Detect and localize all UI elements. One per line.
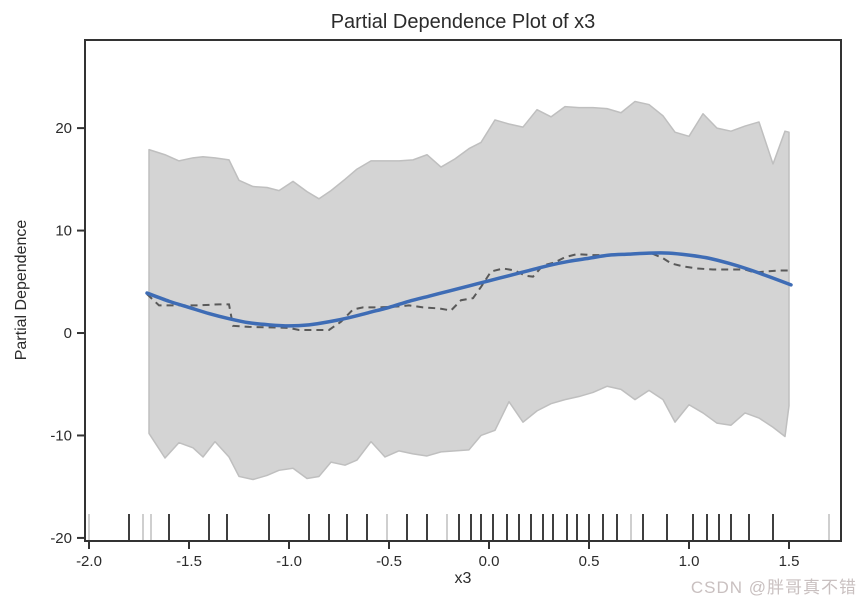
chart-title: Partial Dependence Plot of x3: [330, 11, 596, 33]
y-tick-label: -20: [50, 530, 72, 547]
x-tick-label: 1.5: [779, 553, 800, 570]
x-tick-label: 1.0: [679, 553, 700, 570]
x-tick-label: -0.5: [376, 553, 402, 570]
y-tick-label: 20: [55, 120, 72, 137]
x-tick-label: -2.0: [76, 553, 102, 570]
y-tick-label: -10: [50, 427, 72, 444]
confidence-band: [148, 100, 790, 481]
x-axis-label: x3: [454, 570, 472, 587]
y-tick-label: 10: [55, 223, 72, 240]
csdn-watermark: CSDN @胖哥真不错: [690, 578, 857, 597]
plot-border: [84, 39, 842, 542]
x-tick-label: -1.0: [276, 553, 302, 570]
x-tick-label: 0.5: [579, 553, 600, 570]
y-tick-label: 0: [64, 325, 72, 342]
x-tick-label: -1.5: [176, 553, 202, 570]
x-tick-label: 0.0: [479, 553, 500, 570]
smoothed-pd-line: [145, 251, 793, 328]
y-axis-label: Partial Dependence: [13, 219, 30, 361]
raw-pd-line: [146, 252, 791, 331]
